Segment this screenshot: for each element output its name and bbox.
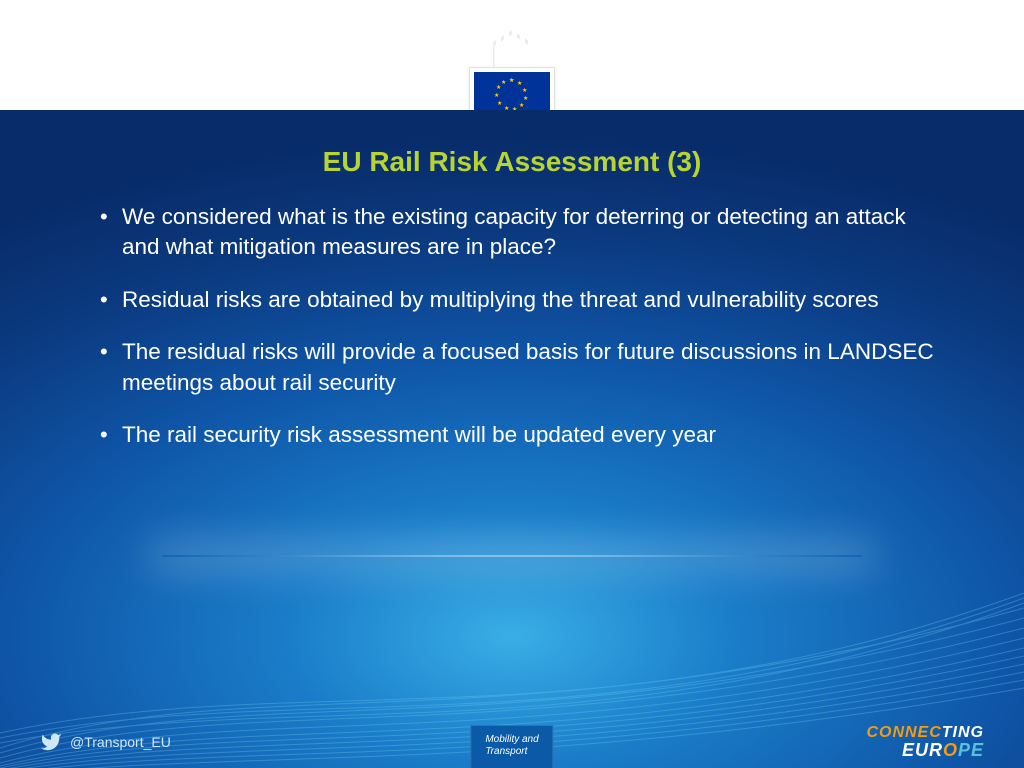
bullet-item: The rail security risk assessment will b… (100, 420, 944, 450)
twitter-text: @Transport_EU (70, 734, 171, 750)
footer: @Transport_EU CONNECTING EUROPE (0, 716, 1024, 768)
europe-part3: PE (958, 740, 984, 760)
bullet-item: We considered what is the existing capac… (100, 202, 944, 263)
europe-part2: O (943, 740, 958, 760)
slide-body: EU Rail Risk Assessment (3) We considere… (0, 110, 1024, 768)
header-bar: ★ ★ ★ ★ ★ ★ ★ ★ ★ ★ ★ ★ European Commiss… (0, 0, 1024, 110)
slide-title: EU Rail Risk Assessment (3) (0, 110, 1024, 202)
bullet-item: Residual risks are obtained by multiplyi… (100, 285, 944, 315)
europe-part1: EUR (902, 740, 943, 760)
connecting-part2: TING (942, 724, 984, 741)
connecting-part1: CONNEC (866, 724, 941, 741)
lens-flare-decoration (162, 555, 862, 557)
connecting-europe-logo: CONNECTING EUROPE (866, 725, 984, 759)
twitter-icon (40, 731, 62, 753)
twitter-handle: @Transport_EU (40, 731, 171, 753)
bullet-item: The residual risks will provide a focuse… (100, 337, 944, 398)
bullet-list: We considered what is the existing capac… (0, 202, 1024, 450)
